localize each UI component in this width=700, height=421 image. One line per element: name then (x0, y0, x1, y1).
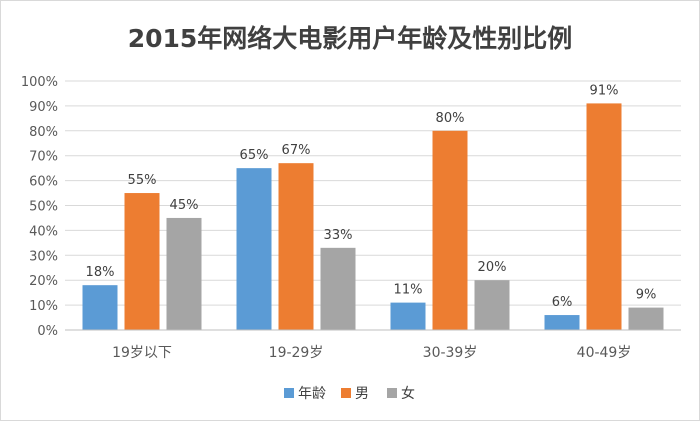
legend-label: 男 (355, 386, 369, 402)
legend-label: 年龄 (298, 386, 326, 402)
legend: 年龄 男 女 (284, 385, 415, 402)
data-label: 45% (170, 198, 199, 213)
data-label: 65% (240, 148, 269, 163)
legend-label: 女 (401, 385, 415, 402)
y-tick-label: 20% (29, 274, 58, 289)
chart-title: 2015年网络大电影用户年龄及性别比例 (128, 24, 573, 53)
bar (82, 285, 118, 330)
y-tick-label: 40% (29, 224, 58, 239)
bar (544, 315, 580, 330)
x-tick-label: 19岁以下 (112, 345, 172, 361)
data-label: 33% (324, 228, 353, 243)
y-tick-label: 70% (29, 150, 58, 165)
data-label: 80% (436, 111, 465, 126)
y-tick-label: 30% (29, 249, 58, 264)
bar (278, 163, 314, 330)
data-labels: 18% 55% 45% 65% 67% 33% 11% 80% 20% 6% 91% 9% (86, 83, 657, 310)
x-axis: 19岁以下 19-29岁 30-39岁 40-49岁 (65, 329, 681, 361)
y-tick-label: 50% (29, 200, 58, 215)
bar (124, 193, 160, 330)
y-tick-label: 90% (29, 100, 58, 115)
bar (474, 280, 510, 330)
y-axis: 0% 10% 20% 30% 40% 50% 60% 70% 80% 90% 100% (21, 75, 58, 339)
bar (390, 302, 426, 330)
y-tick-label: 80% (29, 125, 58, 140)
legend-swatch (341, 388, 351, 398)
y-tick-label: 60% (29, 175, 58, 190)
x-tick-label: 40-49岁 (577, 345, 632, 361)
data-label: 11% (394, 283, 423, 298)
bar (628, 307, 664, 330)
legend-swatch (284, 388, 294, 398)
data-label: 55% (128, 173, 157, 188)
bar (236, 168, 272, 330)
bar (320, 247, 356, 330)
legend-swatch (387, 388, 397, 398)
data-label: 6% (552, 295, 573, 310)
y-tick-label: 0% (37, 324, 58, 339)
y-tick-label: 10% (29, 299, 58, 314)
bar (166, 217, 202, 330)
x-tick-label: 30-39岁 (423, 345, 478, 361)
data-label: 91% (590, 83, 619, 98)
y-tick-label: 100% (21, 75, 58, 90)
data-label: 9% (636, 288, 657, 303)
x-tick-label: 19-29岁 (269, 345, 324, 361)
data-label: 67% (282, 143, 311, 158)
bar (586, 103, 622, 330)
data-label: 20% (478, 260, 507, 275)
bar (432, 130, 468, 330)
bars (82, 103, 664, 330)
data-label: 18% (86, 265, 115, 280)
